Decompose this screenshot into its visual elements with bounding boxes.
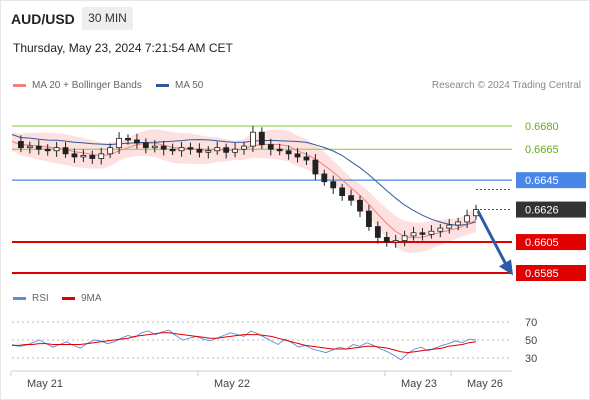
candle-body <box>71 153 78 158</box>
candle-body <box>258 131 265 145</box>
candle-body <box>35 145 42 150</box>
timestamp: Thursday, May 23, 2024 7:21:54 AM CET <box>13 41 233 55</box>
pivot-tag <box>516 172 586 189</box>
legend-9ma: 9MA <box>62 293 102 304</box>
candle-body <box>428 230 435 235</box>
level-label-0.6665: 0.6665 <box>525 144 559 156</box>
candle-body <box>205 150 212 153</box>
candle-body <box>357 199 363 212</box>
candle-body <box>455 221 462 226</box>
candle-body <box>303 156 310 161</box>
rsi-tick-50: 50 <box>525 335 537 347</box>
candle-body <box>410 232 417 237</box>
credit-text: Research © 2024 Trading Central <box>431 80 581 91</box>
candle-body <box>178 147 185 152</box>
ma9-swatch-icon <box>62 296 75 300</box>
candle-body <box>196 148 203 153</box>
legend-rsi-label: RSI <box>32 293 49 304</box>
candle-body <box>107 147 114 155</box>
candle-body <box>223 147 230 153</box>
last-price-label: 0.6626 <box>525 205 559 217</box>
level-label-0.6680: 0.6680 <box>525 121 559 133</box>
candle-body <box>125 137 131 141</box>
candle-body <box>250 131 256 147</box>
candle-body <box>134 139 140 144</box>
candle-body <box>383 237 390 243</box>
candle-body <box>267 144 274 150</box>
legend-rsi: RSI <box>13 293 49 304</box>
candle-body <box>464 215 470 223</box>
rsi-tick-30: 30 <box>525 353 537 365</box>
candle-body <box>285 150 292 155</box>
support-label-0.6585: 0.6585 <box>525 268 559 280</box>
rsi-tick-70: 70 <box>525 317 537 329</box>
candle-body <box>330 181 337 189</box>
legend-ma20-label: MA 20 + Bollinger Bands <box>32 80 142 91</box>
candle-body <box>116 137 122 149</box>
candle-body <box>312 159 319 175</box>
timeframe-button[interactable]: 30 MIN <box>82 7 133 30</box>
candle-body <box>374 226 381 238</box>
support-label-0.6605: 0.6605 <box>525 237 559 249</box>
legend-9ma-label: 9MA <box>81 293 102 304</box>
candle-body <box>89 154 96 159</box>
legend-ma50-label: MA 50 <box>175 80 204 91</box>
candle-body <box>232 148 238 153</box>
last-price-tag <box>516 201 586 218</box>
forecast-arrow-head-icon <box>499 259 513 276</box>
candle-body <box>401 235 408 241</box>
legend-ma20: MA 20 + Bollinger Bands <box>13 80 142 91</box>
rsi-swatch-icon <box>13 296 26 300</box>
x-tick-label: May 21 <box>27 378 63 390</box>
candle-body <box>53 147 60 152</box>
candle-body <box>142 142 149 149</box>
x-tick-label: May 23 <box>401 378 437 390</box>
legend-ma50: MA 50 <box>156 80 203 91</box>
symbol-title: AUD/USD <box>11 11 75 27</box>
candle-body <box>339 187 346 197</box>
candle-body <box>294 153 301 158</box>
candle-body <box>160 145 167 150</box>
candle-body <box>26 145 33 149</box>
support-tag-0.6585 <box>516 265 586 281</box>
forecast-arrow-line <box>476 210 510 270</box>
candle-body <box>62 147 69 155</box>
candle-body <box>446 224 453 229</box>
candle-body <box>276 148 283 152</box>
candle-body <box>151 145 158 149</box>
candle-body <box>366 210 372 227</box>
candle-body <box>44 148 51 152</box>
ma20-swatch-icon <box>13 83 26 87</box>
support-tag-0.6605 <box>516 234 586 251</box>
candle-body <box>187 147 194 150</box>
candle-body <box>169 148 176 152</box>
ma50-swatch-icon <box>156 83 169 87</box>
candle-body <box>348 195 354 201</box>
candle-body <box>18 141 24 149</box>
pivot-label: 0.6645 <box>525 175 559 187</box>
candle-body <box>214 147 221 152</box>
x-tick-label: May 26 <box>467 378 503 390</box>
candle-body <box>241 145 247 150</box>
candle-body <box>437 227 444 232</box>
rsi-ma-line <box>12 332 477 354</box>
candle-body <box>321 173 328 183</box>
rsi-line <box>11 329 477 361</box>
candle-body <box>80 154 87 158</box>
candle-body <box>419 232 426 235</box>
x-tick-label: May 22 <box>214 378 250 390</box>
candle-body <box>98 153 105 159</box>
candle-body <box>392 240 399 243</box>
